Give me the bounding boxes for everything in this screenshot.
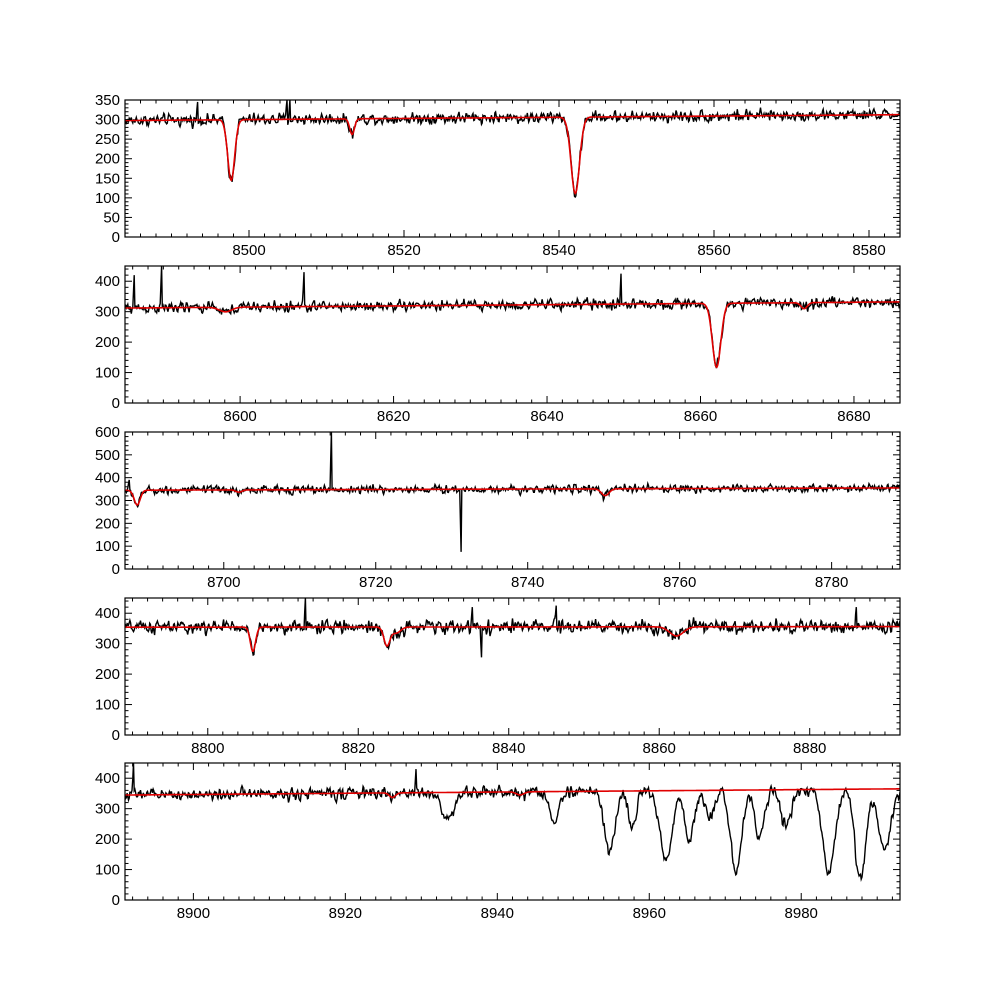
axes-frame (124, 265, 901, 404)
y-tick-label: 100 (95, 365, 120, 382)
y-tick-label: 200 (95, 515, 120, 532)
x-tick-label: 8560 (697, 242, 730, 259)
x-tick-label: 8540 (542, 242, 575, 259)
y-tick-label: 0 (112, 229, 120, 246)
y-tick-label: 0 (112, 561, 120, 578)
y-tick-label: 400 (95, 273, 120, 290)
x-tick-label: 8580 (852, 242, 885, 259)
y-tick-label: 100 (95, 697, 120, 714)
y-tick-label: 100 (95, 190, 120, 207)
x-tick-label: 8860 (643, 740, 676, 757)
x-tick-label: 8820 (342, 740, 375, 757)
y-tick-label: 500 (95, 447, 120, 464)
model-fit-line (125, 113, 900, 195)
spectrum-panel-3: 8700 8720 8740 8760 8780 0 100 200 300 400 500 600 (95, 424, 901, 591)
y-tick-label: 50 (103, 209, 120, 226)
x-tick-label: 8880 (793, 740, 826, 757)
x-tick-label: 8960 (633, 905, 666, 922)
x-tick-label: 8900 (177, 905, 210, 922)
y-tick-label: 0 (112, 727, 120, 744)
model-fit-line (125, 788, 900, 799)
y-tick-label: 100 (95, 862, 120, 879)
x-tick-label: 8740 (511, 574, 544, 591)
x-tick-label: 8680 (837, 408, 870, 425)
x-tick-label: 8940 (481, 905, 514, 922)
y-tick-label: 150 (95, 170, 120, 187)
x-tick-label: 8780 (815, 574, 848, 591)
y-tick-label: 400 (95, 770, 120, 787)
spectrum-panel-5: 8900 8920 8940 8960 8980 0 100 200 300 400 (95, 762, 901, 922)
spectrum-panel-4: 8800 8820 8840 8860 8880 0 100 200 300 400 (95, 597, 901, 757)
y-tick-label: 600 (95, 424, 120, 441)
x-tick-label: 8640 (530, 408, 563, 425)
model-fit-line (125, 625, 900, 653)
y-tick-label: 0 (112, 892, 120, 909)
y-tick-label: 300 (95, 493, 120, 510)
y-tick-label: 200 (95, 831, 120, 848)
x-tick-label: 8700 (207, 574, 240, 591)
model-fit-line (125, 487, 900, 506)
x-tick-label: 8600 (223, 408, 256, 425)
spectrum-panel-1: 8500 8520 8540 8560 8580 0 50 100 150 200 250 300 35… (95, 92, 901, 259)
axes-frame (124, 597, 901, 736)
x-tick-label: 8840 (492, 740, 525, 757)
y-tick-label: 0 (112, 395, 120, 412)
observed-spectrum-line (125, 100, 900, 199)
x-tick-label: 8920 (329, 905, 362, 922)
y-tick-label: 300 (95, 636, 120, 653)
y-tick-label: 200 (95, 151, 120, 168)
y-tick-label: 300 (95, 112, 120, 129)
observed-spectrum-line (125, 266, 900, 369)
x-tick-label: 8980 (785, 905, 818, 922)
y-tick-label: 400 (95, 470, 120, 487)
y-tick-label: 350 (95, 92, 120, 109)
x-tick-label: 8500 (232, 242, 265, 259)
y-tick-label: 200 (95, 334, 120, 351)
y-tick-label: 250 (95, 131, 120, 148)
axes-frame (124, 431, 901, 570)
y-tick-label: 100 (95, 538, 120, 555)
y-tick-label: 300 (95, 304, 120, 321)
y-tick-label: 200 (95, 666, 120, 683)
spectrum-panel-2: 8600 8620 8640 8660 8680 0 100 200 300 400 (95, 265, 901, 425)
x-tick-label: 8520 (387, 242, 420, 259)
x-tick-label: 8800 (191, 740, 224, 757)
x-tick-label: 8620 (377, 408, 410, 425)
observed-spectrum-line (125, 763, 900, 882)
x-tick-label: 8720 (359, 574, 392, 591)
x-tick-label: 8760 (663, 574, 696, 591)
observed-spectrum-line (125, 598, 900, 658)
model-fit-line (125, 301, 900, 369)
y-tick-label: 300 (95, 801, 120, 818)
x-tick-label: 8660 (684, 408, 717, 425)
y-tick-label: 400 (95, 605, 120, 622)
axes-frame (124, 762, 901, 901)
